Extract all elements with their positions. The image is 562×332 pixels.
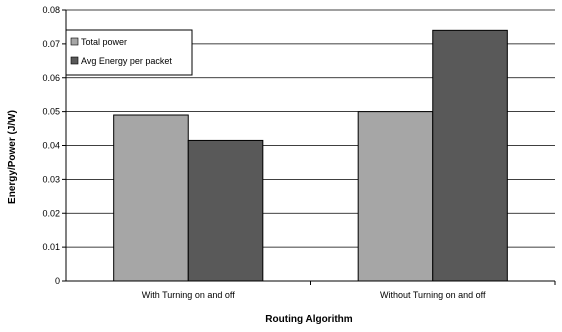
x-tick-label: Without Turning on and off [380, 290, 486, 300]
y-tick-label: 0.02 [42, 208, 60, 218]
y-tick-label: 0.07 [42, 39, 60, 49]
legend-label-total-power: Total power [81, 37, 127, 47]
bar-avg-energy-per-packet [432, 29, 508, 282]
y-tick-labels: 0 0.01 0.02 0.03 0.04 0.05 0.06 0.07 0.08 [42, 5, 60, 286]
y-tick-label: 0.03 [42, 174, 60, 184]
x-tick-labels: With Turning on and off Without Turning o… [142, 290, 486, 300]
legend-box [65, 29, 193, 76]
y-tick-label: 0 [55, 276, 60, 286]
y-axis-label: Energy/Power (J/W) [7, 110, 18, 204]
y-tick-label: 0.08 [42, 5, 60, 15]
bar-total-power [357, 111, 434, 282]
y-tick-label: 0.01 [42, 242, 60, 252]
bar-avg-energy-per-packet [187, 139, 264, 282]
x-axis-label: Routing Algorithm [265, 314, 352, 325]
legend-label-avg-energy: Avg Energy per packet [81, 56, 172, 66]
y-tick-label: 0.05 [42, 107, 60, 117]
bar-total-power [113, 114, 189, 282]
legend: Total power Avg Energy per packet [65, 29, 193, 76]
legend-swatch-total-power [70, 37, 79, 46]
bars [113, 29, 508, 282]
legend-swatch-avg-energy [70, 56, 79, 65]
x-tick-label: With Turning on and off [142, 290, 235, 300]
y-tick-label: 0.04 [42, 141, 60, 151]
y-tick-label: 0.06 [42, 73, 60, 83]
